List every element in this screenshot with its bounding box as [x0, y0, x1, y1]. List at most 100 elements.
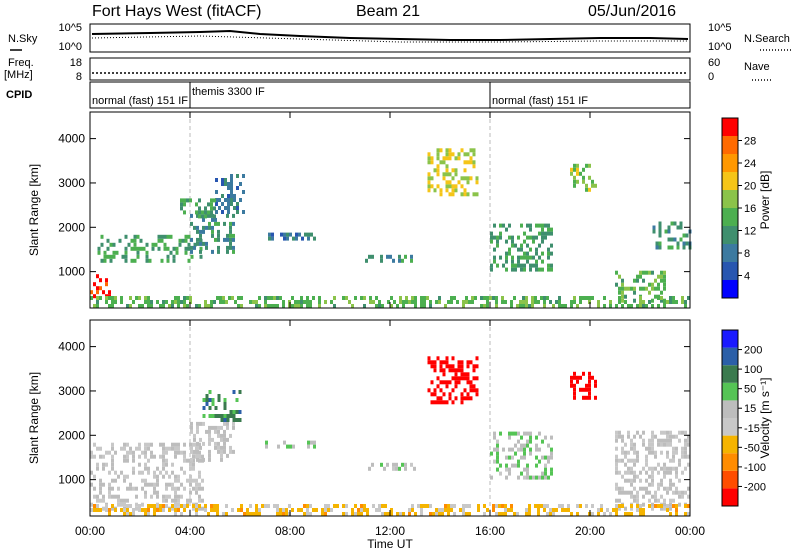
data-cell	[398, 258, 401, 263]
data-cell	[153, 482, 156, 487]
data-cell	[666, 300, 669, 304]
frequency-strip: Freq. [MHz] 18 8 60 0 Nave	[4, 57, 772, 83]
data-cell	[420, 504, 423, 508]
data-cell	[588, 296, 591, 300]
data-cell	[230, 178, 233, 182]
data-cell	[445, 148, 449, 153]
data-cell	[169, 234, 173, 239]
data-cell	[615, 512, 618, 516]
data-cell	[165, 494, 168, 499]
data-cell	[663, 438, 666, 443]
data-cell	[236, 202, 239, 206]
data-cell	[199, 249, 202, 254]
data-cell	[153, 486, 156, 491]
data-cell	[561, 508, 564, 512]
data-cell	[627, 470, 630, 475]
data-cell	[198, 498, 201, 503]
data-cell	[477, 504, 480, 508]
data-cell	[630, 506, 633, 511]
data-cell	[514, 267, 517, 272]
data-cell	[529, 447, 532, 452]
power-ylabel: Slant Range [km]	[27, 164, 41, 256]
data-cell	[472, 384, 476, 389]
data-cell	[159, 504, 162, 508]
data-cell	[508, 223, 511, 228]
data-cell	[439, 148, 443, 153]
data-cell	[126, 454, 129, 459]
data-cell	[202, 229, 205, 234]
data-cell	[213, 504, 216, 508]
data-cell	[666, 508, 669, 512]
colorbar-tick-label: 4	[744, 271, 750, 283]
data-cell	[448, 184, 452, 189]
data-cell	[660, 278, 663, 283]
data-cell	[405, 296, 408, 300]
data-cell	[233, 206, 236, 210]
data-cell	[639, 300, 642, 304]
data-cell	[123, 502, 126, 507]
data-cell	[144, 450, 147, 455]
data-cell	[221, 202, 224, 206]
data-cell	[621, 450, 624, 455]
data-cell	[195, 512, 198, 516]
data-cell	[189, 198, 192, 203]
data-cell	[380, 254, 383, 259]
data-cell	[324, 512, 327, 516]
data-cell	[534, 296, 537, 300]
data-cell	[675, 490, 678, 495]
data-cell	[310, 440, 313, 445]
data-cell	[420, 296, 423, 300]
data-cell	[451, 368, 455, 373]
data-cell	[230, 194, 233, 198]
data-cell	[181, 238, 185, 243]
data-cell	[132, 470, 135, 475]
data-cell	[222, 296, 225, 300]
data-cell	[204, 210, 207, 215]
data-cell	[199, 237, 202, 242]
data-cell	[496, 451, 499, 456]
colorbar-tick-label: 50	[744, 384, 756, 396]
cpid-segment-label: normal (fast) 151 IF	[492, 95, 588, 107]
data-cell	[211, 229, 214, 234]
data-cell	[519, 304, 522, 308]
data-cell	[130, 258, 134, 263]
data-cell	[520, 443, 523, 448]
data-cell	[582, 387, 585, 392]
data-cell	[160, 258, 164, 263]
data-cell	[466, 176, 470, 181]
data-cell	[171, 442, 174, 447]
data-cell	[660, 506, 663, 511]
data-cell	[102, 462, 105, 467]
y-tick-label: 1000	[58, 265, 85, 279]
velocity-colorbar-label: Velocity [m s⁻¹]	[758, 377, 772, 458]
data-cell	[450, 296, 453, 300]
data-cell	[480, 296, 483, 300]
data-cell	[591, 296, 594, 300]
data-cell	[230, 182, 233, 186]
data-cell	[417, 504, 420, 508]
data-cell	[454, 156, 458, 161]
x-tick-label: 04:00	[175, 524, 205, 538]
data-cell	[498, 512, 501, 516]
data-cell	[550, 467, 553, 472]
data-cell	[523, 447, 526, 452]
data-cell	[615, 270, 618, 275]
data-cell	[660, 296, 663, 300]
data-cell	[97, 246, 101, 251]
data-cell	[496, 263, 499, 268]
data-cell	[535, 475, 538, 480]
data-cell	[573, 395, 576, 400]
data-cell	[132, 508, 135, 512]
data-cell	[96, 462, 99, 467]
data-cell	[615, 458, 618, 463]
data-cell	[184, 250, 188, 255]
data-cell	[96, 286, 99, 291]
data-cell	[180, 504, 183, 508]
data-cell	[447, 300, 450, 304]
data-cell	[217, 445, 220, 450]
data-cell	[126, 458, 129, 463]
data-cell	[348, 300, 351, 304]
data-cell	[630, 478, 633, 483]
data-cell	[99, 478, 102, 483]
data-cell	[144, 442, 147, 447]
